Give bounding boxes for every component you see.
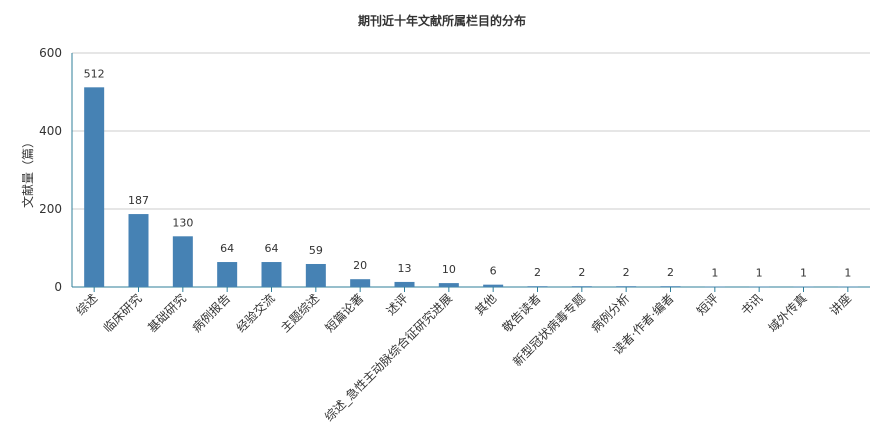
x-tick-label: 病例分析 [588,291,633,336]
x-tick-label: 域外传真 [765,291,810,336]
bar [704,286,725,288]
y-tick-label: 200 [39,202,62,216]
y-tick-label: 0 [54,280,62,294]
data-label: 64 [220,242,234,255]
bar [305,263,326,287]
y-axis-label: 文献量（篇） [20,136,35,208]
bar [616,286,637,287]
x-tick-label: 主题综述 [278,291,322,335]
bar [527,286,548,287]
x-tick-label: 综述 [73,291,100,318]
grid-lines [72,52,870,210]
x-tick-label: 敬告读者 [500,291,544,335]
bar [438,283,459,287]
data-label: 1 [711,267,718,280]
bar [217,262,238,287]
data-label: 20 [353,259,367,272]
x-tick-label: 书讯 [738,291,765,318]
bar [128,214,149,287]
x-tick-label: 短评 [694,291,721,318]
bar [793,286,814,288]
data-label: 512 [84,67,105,80]
bar [660,286,681,287]
bar [172,236,193,287]
data-label: 1 [756,267,763,280]
bar [749,286,770,288]
bar [350,279,371,287]
x-tick-label: 讲座 [826,291,854,319]
data-label: 2 [578,266,585,279]
bar [837,286,858,288]
x-tick-label: 临床研究 [100,291,145,336]
bar [483,284,504,287]
data-label: 13 [398,262,412,275]
y-tick-labels: 0 200 400 600 [39,46,62,294]
x-tick-label: 新型冠状病毒专题 [509,291,587,369]
x-tick-label: 其他 [472,291,499,318]
x-tick-label: 经验交流 [233,291,278,336]
x-tick-label: 短篇论著 [322,291,367,336]
bar [261,262,282,287]
x-tick-label: 述评 [384,291,411,318]
chart-title: 期刊近十年文献所属栏目的分布 [357,14,526,28]
data-label: 64 [265,242,279,255]
bar [394,281,415,287]
data-label: 59 [309,244,323,257]
x-tick-labels: 综述 临床研究 基础研究 病例报告 经验交流 主题综述 短篇论著 述评综述_急性主动脉综合征研… [73,291,854,425]
x-tick-label: 病例报告 [189,291,234,336]
data-label: 130 [172,216,193,229]
data-label: 2 [623,266,630,279]
bars [84,87,858,288]
data-labels: 512 187 130 64 64 59 20 13 10 6 2 2 2 2 1 1 1 1 [84,67,852,279]
data-label: 187 [128,194,149,207]
data-label: 6 [490,265,497,278]
y-tick-label: 600 [39,46,62,60]
data-label: 1 [800,267,807,280]
data-label: 10 [442,263,456,276]
axes [71,53,870,292]
bar [84,87,105,287]
data-label: 2 [667,266,674,279]
x-tick-label: 基础研究 [144,291,189,336]
bar [571,286,592,287]
y-tick-label: 400 [39,124,62,138]
data-label: 2 [534,266,541,279]
data-label: 1 [844,267,851,280]
